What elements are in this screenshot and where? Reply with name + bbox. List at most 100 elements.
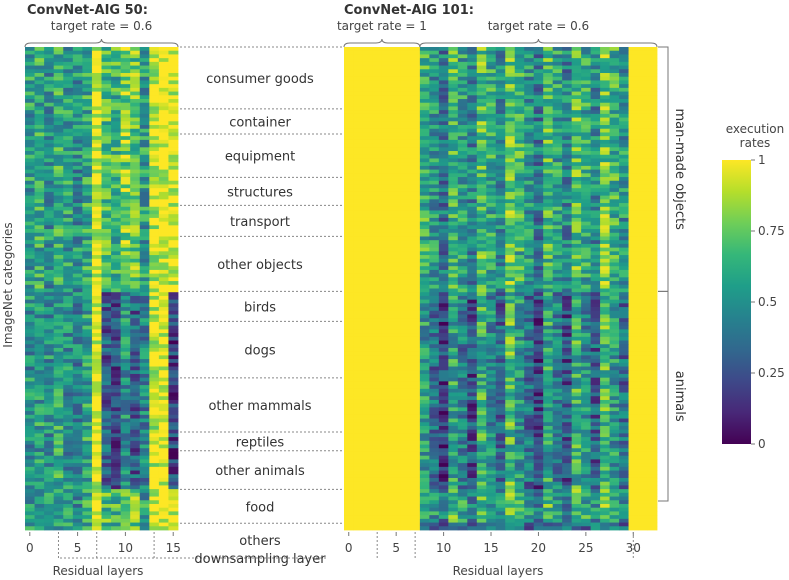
heat-cell — [581, 121, 591, 126]
heat-cell — [514, 210, 525, 215]
heat-cell — [429, 106, 440, 111]
heat-cell — [429, 336, 440, 341]
heat-cell — [429, 206, 440, 211]
heat-cell — [130, 50, 141, 55]
heat-cell — [524, 262, 535, 267]
heat-cell — [429, 269, 440, 275]
heat-cell — [562, 321, 573, 327]
heat-cell — [158, 61, 169, 66]
heat-cell — [362, 61, 373, 66]
heat-cell — [120, 262, 131, 267]
heat-cell — [149, 165, 160, 171]
heat-cell — [353, 128, 364, 133]
heat-cell — [353, 336, 364, 341]
heat-cell — [647, 359, 658, 364]
heat-cell — [120, 411, 131, 416]
heat-cell — [25, 251, 35, 256]
heat-cell — [543, 61, 554, 66]
heat-cell — [429, 255, 440, 260]
heat-cell — [429, 344, 440, 349]
heat-cell — [581, 307, 591, 312]
heat-cell — [53, 314, 64, 319]
heat-cell — [571, 199, 582, 204]
heat-cell — [158, 232, 169, 237]
heat-cell — [457, 117, 468, 122]
heat-cell — [91, 429, 102, 434]
heat-cell — [158, 303, 169, 308]
heat-cell — [120, 377, 131, 382]
heat-cell — [344, 165, 354, 171]
heat-cell — [25, 440, 35, 445]
heat-cell — [362, 366, 373, 371]
heat-cell — [476, 321, 487, 327]
heat-cell — [139, 518, 150, 523]
heat-cell — [552, 95, 563, 100]
heat-cell — [552, 184, 563, 189]
heat-cell — [495, 281, 506, 286]
heat-cell — [638, 321, 648, 327]
heat-cell — [600, 303, 610, 308]
heat-cell — [609, 359, 620, 364]
heat-cell — [91, 277, 102, 282]
heat-cell — [514, 310, 525, 315]
heat-cell — [372, 199, 383, 204]
heat-cell — [158, 422, 169, 427]
heat-cell — [344, 158, 354, 163]
heat-cell — [486, 214, 497, 219]
heat-cell — [571, 295, 582, 301]
heat-cell — [34, 162, 45, 167]
heat-cell — [457, 195, 468, 200]
heat-cell — [571, 139, 582, 144]
heat-cell — [647, 217, 658, 223]
heat-cell — [638, 336, 648, 341]
heat-cell — [571, 340, 582, 345]
heat-cell — [82, 143, 93, 148]
heat-cell — [543, 214, 554, 219]
heat-cell — [101, 433, 112, 438]
heat-cell — [362, 147, 373, 152]
heat-cell — [372, 76, 383, 81]
heat-cell — [53, 281, 64, 286]
heat-cell — [543, 240, 554, 245]
heat-cell — [562, 113, 573, 118]
heat-cell — [391, 273, 402, 278]
heat-cell — [149, 99, 160, 104]
heat-cell — [495, 362, 506, 367]
heat-cell — [120, 403, 131, 408]
heat-cell — [609, 169, 620, 174]
heat-cell — [467, 180, 478, 185]
heat-cell — [362, 121, 373, 126]
heat-cell — [638, 344, 648, 349]
heat-cell — [448, 136, 459, 141]
heat-cell — [63, 236, 74, 241]
heat-cell — [524, 370, 535, 375]
heat-cell — [168, 139, 179, 144]
heat-cell — [590, 355, 601, 360]
heat-cell — [533, 121, 544, 126]
heat-cell — [524, 210, 535, 215]
heat-cell — [448, 128, 459, 133]
heat-cell — [111, 425, 122, 431]
heat-cell — [505, 177, 516, 182]
heat-cell — [628, 169, 639, 174]
heat-cell — [120, 113, 131, 118]
heat-cell — [600, 58, 610, 63]
heat-cell — [524, 277, 535, 282]
heat-cell — [25, 125, 35, 130]
heat-cell — [429, 225, 440, 230]
heat-cell — [619, 99, 629, 104]
heat-cell — [63, 344, 74, 349]
heat-cell — [91, 102, 102, 107]
heat-cell — [476, 277, 487, 282]
heat-cell — [34, 121, 45, 126]
heat-cell — [344, 177, 354, 182]
heat-cell — [44, 448, 55, 453]
heat-cell — [381, 87, 392, 92]
heat-cell — [130, 113, 141, 118]
heat-cell — [44, 258, 55, 263]
heat-cell — [101, 225, 112, 230]
heat-cell — [82, 515, 93, 520]
heat-cell — [486, 336, 497, 341]
heat-cell — [514, 106, 525, 111]
heat-cell — [111, 500, 122, 505]
